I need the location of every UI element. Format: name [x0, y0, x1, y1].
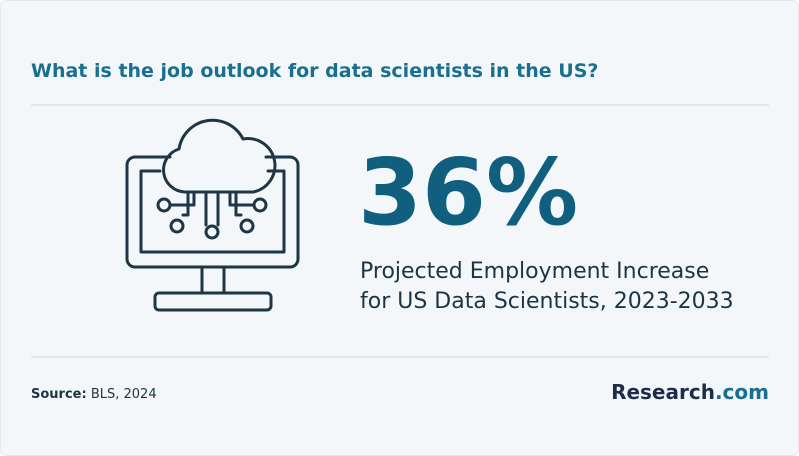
- computer-cloud-icon: [125, 118, 300, 312]
- brand: Research.com: [611, 380, 769, 404]
- stat-value: 36%: [358, 139, 578, 246]
- source-label: Source:: [31, 387, 87, 402]
- brand-name: Research: [611, 380, 715, 404]
- stat-description: for US Data Scientists, 2023-2033: [360, 289, 734, 314]
- brand-suffix: .com: [715, 380, 769, 404]
- stat-description: Projected Employment Increase: [360, 259, 709, 284]
- source: Source: BLS, 2024: [31, 387, 157, 402]
- title: What is the job outlook for data scienti…: [31, 60, 598, 82]
- source-text: BLS, 2024: [91, 387, 157, 402]
